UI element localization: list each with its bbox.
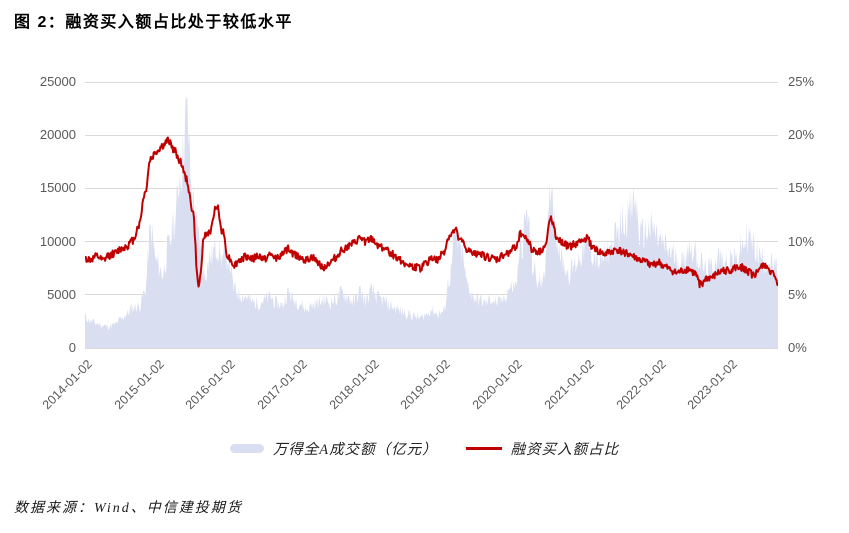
gridline — [85, 187, 778, 189]
y-axis-right-tick-label: 5% — [788, 286, 807, 302]
gridline — [85, 294, 778, 296]
volume-area-series — [85, 94, 778, 348]
plot-area — [85, 81, 778, 349]
y-axis-left-tick-label: 0 — [68, 340, 76, 355]
y-axis-right-tick-label: 0% — [788, 340, 807, 355]
y-axis-right-tick-label: 20% — [788, 127, 815, 143]
legend-label-ratio: 融资买入额占比 — [510, 442, 620, 458]
y-axis-right-tick-label: 10% — [788, 233, 815, 249]
legend-label-volume: 万得全A成交额（亿元） — [272, 442, 438, 458]
chart-title: 图 2：融资买入额占比处于较低水平 — [14, 14, 293, 31]
gridline — [85, 134, 778, 136]
gridline — [85, 241, 778, 243]
line-swatch-icon — [465, 447, 502, 450]
area-swatch-icon — [229, 444, 264, 453]
y-axis-left-tick-label: 15000 — [39, 180, 76, 196]
gridline — [85, 81, 778, 83]
gridline — [85, 347, 778, 349]
y-axis-left-tick-label: 25000 — [39, 74, 76, 89]
chart-canvas — [85, 94, 778, 348]
y-axis-left-tick-label: 5000 — [47, 286, 76, 302]
margin-ratio-line-series — [85, 136, 778, 289]
y-axis-left-tick-label: 10000 — [39, 233, 76, 249]
data-source-note: 数据来源：Wind、中信建投期货 — [14, 501, 243, 516]
legend-item-volume: 万得全A成交额（亿元） — [229, 438, 438, 459]
legend: 万得全A成交额（亿元） 融资买入额占比 — [0, 438, 849, 459]
y-axis-right-tick-label: 25% — [788, 74, 815, 89]
legend-item-ratio: 融资买入额占比 — [465, 438, 620, 459]
y-axis-right-tick-label: 15% — [788, 180, 815, 196]
y-axis-left-tick-label: 20000 — [39, 127, 76, 143]
